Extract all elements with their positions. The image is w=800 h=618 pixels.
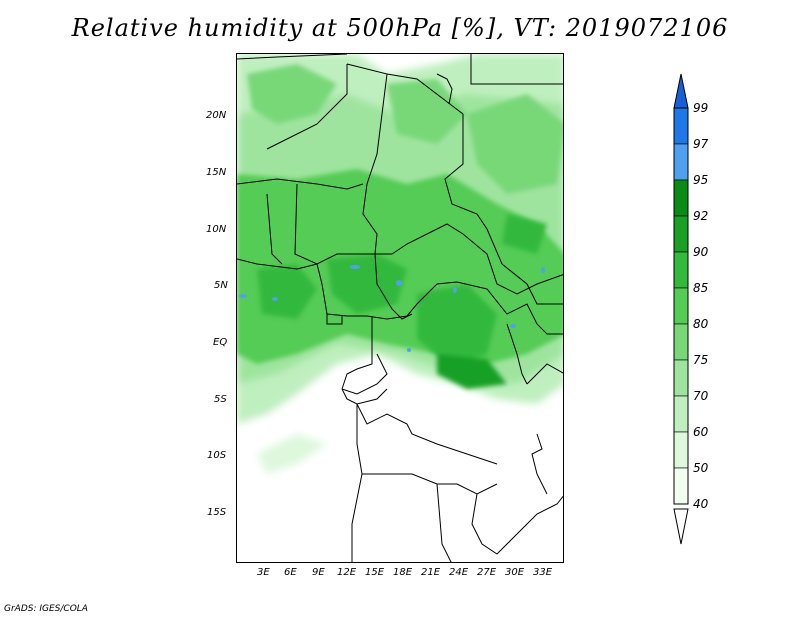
- lon-label-12e: 12E: [337, 567, 357, 578]
- colorbar-label: 40: [693, 497, 709, 511]
- lon-label-15e: 15E: [365, 567, 385, 578]
- lat-label-20n: 20N: [206, 110, 227, 121]
- colorbar-bottom-arrow: [673, 508, 689, 545]
- lat-label-eq: EQ: [213, 337, 228, 348]
- lon-label-21e: 21E: [421, 567, 441, 578]
- colorbar-segment: [673, 287, 689, 325]
- colorbar-segment: [673, 143, 689, 181]
- humidity-field: [237, 54, 563, 562]
- colorbar-segment: [673, 359, 689, 397]
- lat-label-10s: 10S: [207, 450, 227, 461]
- colorbar-label: 50: [693, 461, 709, 475]
- colorbar-label: 85: [693, 281, 709, 295]
- country-borders: [237, 54, 563, 562]
- colorbar-segment: [673, 251, 689, 289]
- lon-label-6e: 6E: [284, 567, 297, 578]
- lon-label-27e: 27E: [477, 567, 497, 578]
- humidity-high-layer: [257, 214, 547, 389]
- colorbar-label: 97: [693, 137, 709, 151]
- lon-label-9e: 9E: [312, 567, 325, 578]
- colorbar-segment: [673, 395, 689, 433]
- colorbar-label: 95: [693, 173, 709, 187]
- map-panel: [236, 53, 564, 563]
- lon-label-33e: 33E: [533, 567, 553, 578]
- colorbar-segment: [673, 215, 689, 253]
- map-title: Relative humidity at 500hPa [%], VT: 201…: [71, 14, 729, 42]
- colorbar-segment: [673, 107, 689, 145]
- lon-label-30e: 30E: [505, 567, 525, 578]
- colorbar-label: 99: [693, 101, 709, 115]
- footer-credit: GrADS: IGES/COLA: [4, 604, 88, 614]
- lat-label-5n: 5N: [214, 280, 228, 291]
- colorbar-label: 80: [693, 317, 709, 331]
- lon-label-18e: 18E: [393, 567, 413, 578]
- lon-label-3e: 3E: [257, 567, 270, 578]
- colorbar-label: 92: [693, 209, 709, 223]
- colorbar-segment: [673, 431, 689, 469]
- colorbar-top-arrow: [673, 73, 689, 109]
- colorbar-label: 90: [693, 245, 709, 259]
- colorbar-label: 75: [693, 353, 709, 367]
- saturation-spots: [239, 265, 545, 352]
- lat-label-10n: 10N: [206, 224, 227, 235]
- lon-label-24e: 24E: [449, 567, 469, 578]
- lat-label-5s: 5S: [214, 394, 227, 405]
- lat-label-15s: 15S: [207, 507, 227, 518]
- colorbar-segment: [673, 467, 689, 505]
- colorbar-label: 60: [693, 425, 709, 439]
- colorbar-label: 70: [693, 389, 709, 403]
- lat-label-15n: 15N: [206, 167, 227, 178]
- colorbar-segment: [673, 323, 689, 361]
- colorbar-segment: [673, 179, 689, 217]
